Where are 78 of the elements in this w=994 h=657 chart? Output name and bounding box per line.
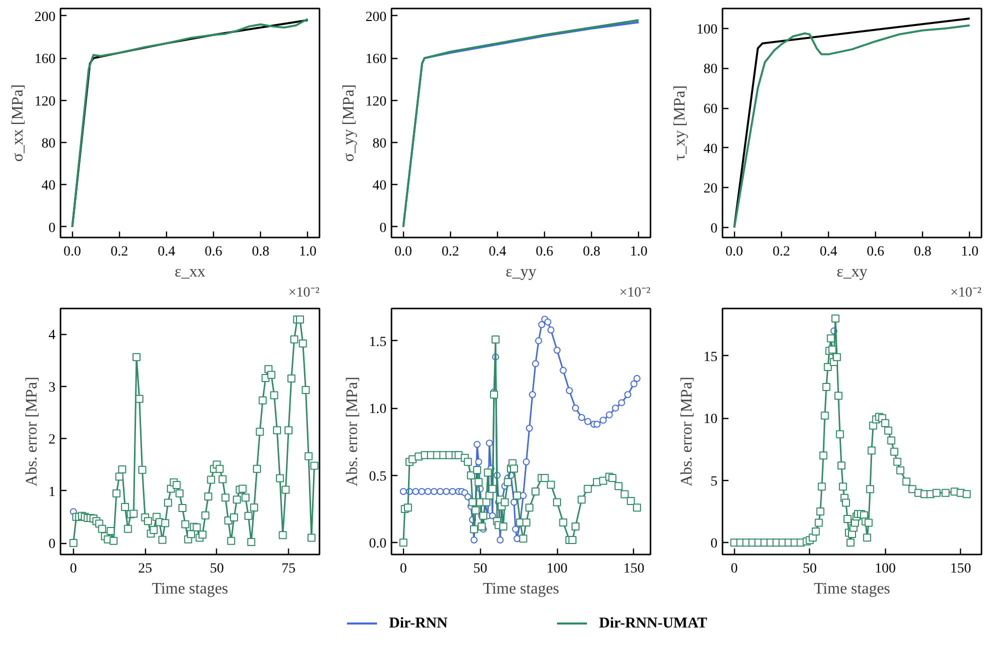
x-tick-label: 0 [730, 562, 738, 576]
y-axis-title: τ_xy [MPa] [672, 85, 688, 161]
y-tick-label: 200 [366, 10, 386, 25]
x-axis-title: ε_xy [836, 264, 868, 280]
x-axis-title: Time stages [482, 580, 560, 598]
y-tick-label: 60 [704, 102, 718, 118]
x-tick-label: 0.2 [772, 244, 790, 260]
x-tick-label: 0.0 [394, 244, 412, 260]
y-axis-title: Abs. error [MPa] [344, 376, 361, 486]
x-tick-label: 0 [400, 562, 407, 576]
x-axis-title: Time stages [152, 580, 228, 598]
y-tick-label: 20 [704, 182, 718, 197]
text: ×10⁻² [288, 286, 320, 300]
y-tick-label: 5 [710, 474, 718, 490]
y-tick-label: 160 [366, 52, 386, 68]
x-tick-label: 0.2 [442, 244, 460, 260]
legend-label: Dir-RNN-UMAT [599, 616, 708, 632]
x-tick-label: 0.4 [488, 244, 506, 260]
x-tick-label: 0.6 [866, 244, 884, 260]
y-tick-label: 3 [48, 380, 56, 396]
legend-label: Dir-RNN [389, 616, 448, 632]
y-axis-title: Abs. error [MPa] [24, 376, 40, 486]
x-tick-label: 0.0 [726, 244, 744, 260]
x-tick-label: 100 [546, 562, 568, 576]
x-tick-label: 1.0 [630, 244, 648, 260]
x-axis-title: ε_xx [174, 264, 206, 280]
y-tick-label: 80 [372, 136, 386, 152]
y-tick-label: 80 [42, 136, 56, 152]
y-tick-label: 40 [372, 178, 386, 194]
y-tick-label: 4 [48, 328, 56, 344]
x-tick-label: 25 [138, 562, 152, 576]
y-tick-label: 0.0 [369, 536, 386, 552]
y-tick-label: 0 [48, 220, 56, 236]
x-tick-label: 0.8 [252, 244, 270, 260]
x-tick-label: 0 [70, 562, 77, 576]
y-tick-label: 100 [696, 22, 718, 38]
x-tick-label: 1.0 [298, 244, 316, 260]
y-tick-label: 0 [380, 220, 386, 236]
x-tick-label: 50 [802, 562, 817, 576]
y-tick-label: 1.5 [369, 334, 386, 350]
x-tick-label: 150 [950, 562, 972, 576]
x-tick-label: 50 [210, 562, 224, 576]
y-axis-title: Abs. error [MPa] [678, 376, 696, 486]
x-tick-label: 150 [623, 562, 644, 576]
y-tick-label: 1 [48, 484, 56, 500]
x-tick-label: 0.2 [110, 244, 128, 260]
y-tick-label: 80 [704, 62, 718, 78]
x-tick-label: 0.4 [820, 244, 838, 260]
y-tick-label: 0 [48, 537, 56, 552]
y-tick-label: 10 [704, 412, 718, 428]
y-tick-label: 200 [34, 10, 56, 25]
y-tick-label: 120 [366, 94, 386, 110]
y-tick-label: 40 [704, 142, 718, 157]
x-tick-label: 0.8 [914, 244, 932, 260]
text: ×10⁻² [619, 286, 650, 300]
y-axis-title: σ_yy [MPa] [340, 84, 358, 162]
x-axis-title: Time stages [814, 580, 890, 598]
x-tick-label: 0.6 [204, 244, 222, 260]
y-tick-label: 2 [48, 432, 56, 448]
x-tick-label: 75 [282, 562, 296, 576]
y-tick-label: 160 [34, 52, 56, 68]
y-tick-label: 1.0 [369, 402, 386, 418]
y-tick-label: 0 [710, 536, 718, 552]
y-axis-title: σ_xx [MPa] [10, 84, 26, 162]
y-tick-label: 120 [34, 94, 56, 110]
x-tick-label: 0.6 [536, 244, 554, 260]
x-tick-label: 100 [874, 562, 896, 576]
y-tick-label: 15 [704, 350, 718, 365]
y-tick-label: 40 [42, 178, 56, 194]
x-axis-title: ε_yy [506, 264, 536, 280]
text: ×10⁻² [950, 286, 982, 300]
x-tick-label: 50 [473, 562, 488, 576]
y-tick-label: 0.5 [369, 469, 386, 484]
x-tick-label: 0.0 [64, 244, 82, 260]
x-tick-label: 0.8 [582, 244, 600, 260]
x-tick-label: 0.4 [158, 244, 176, 260]
x-tick-label: 1.0 [960, 244, 978, 260]
y-tick-label: 0 [710, 222, 718, 237]
